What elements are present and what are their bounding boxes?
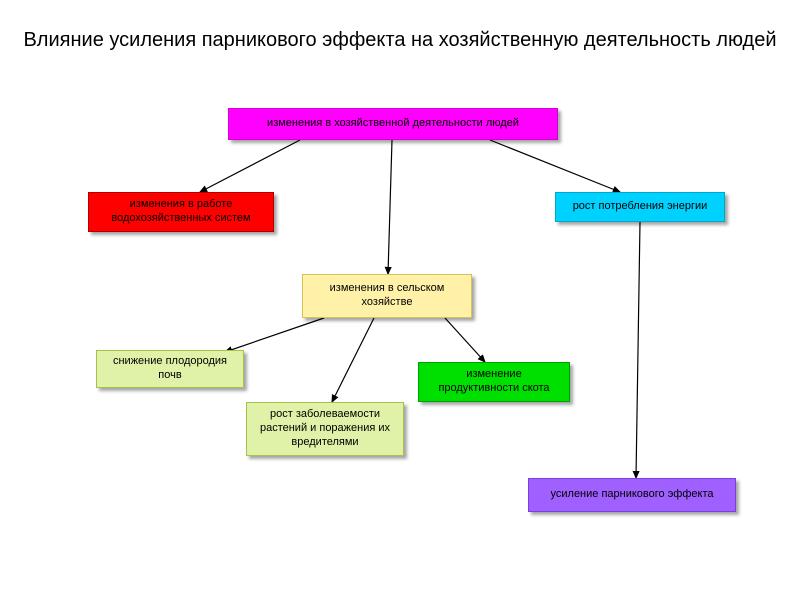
node-water: изменения в работе водохозяйственных сис…	[88, 192, 274, 232]
node-plants: рост заболеваемости растений и поражения…	[246, 402, 404, 456]
edge-4	[332, 318, 374, 402]
diagram-title: Влияние усиления парникового эффекта на …	[0, 18, 800, 62]
node-greenhouse: усиление парникового эффекта	[528, 478, 736, 512]
edge-0	[200, 140, 300, 192]
node-root: изменения в хозяйственной деятельности л…	[228, 108, 558, 140]
edge-2	[490, 140, 620, 192]
edge-3	[225, 318, 324, 352]
edge-6	[636, 222, 640, 478]
node-energy: рост потребления энергии	[555, 192, 725, 222]
edge-5	[445, 318, 485, 362]
node-cattle: изменение продуктивности скота	[418, 362, 570, 402]
node-soil: снижение плодородия почв	[96, 350, 244, 388]
edge-1	[388, 140, 392, 274]
node-agri: изменения в сельском хозяйстве	[302, 274, 472, 318]
